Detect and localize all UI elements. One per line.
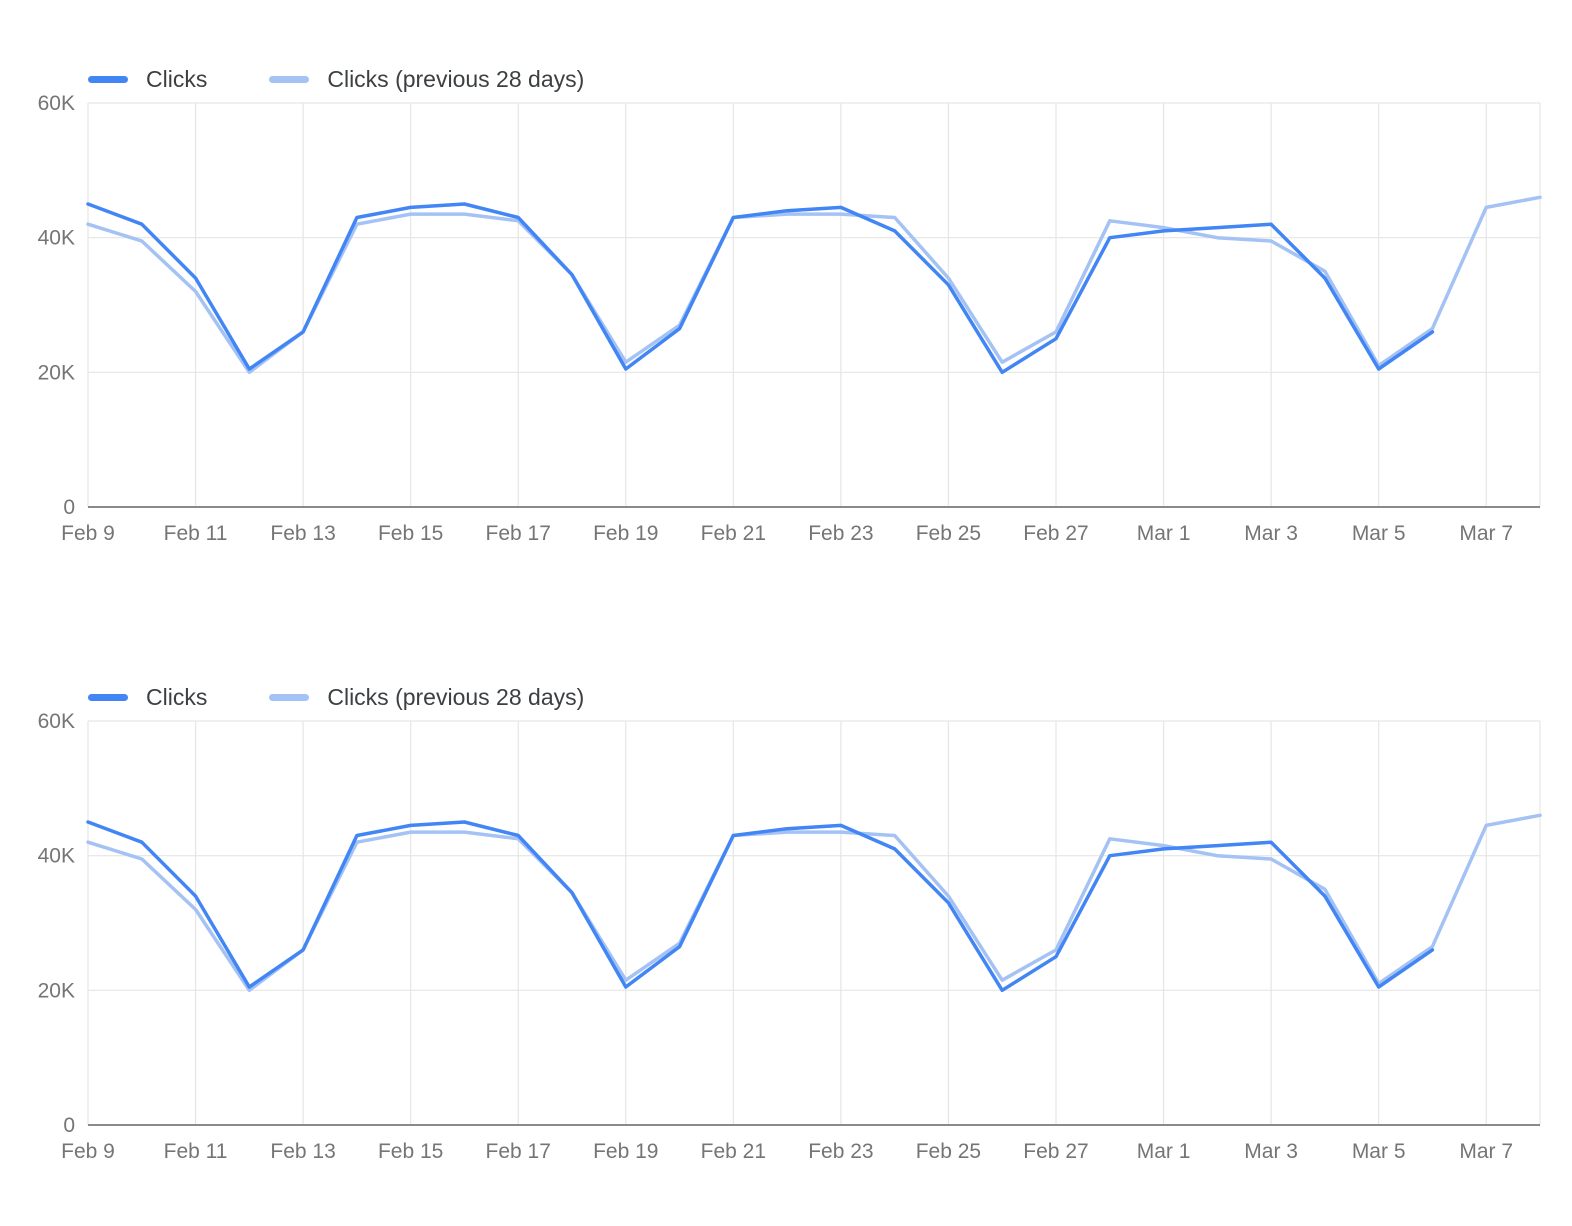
legend-label-clicks-previous: Clicks (previous 28 days) <box>327 66 585 92</box>
legend-label-clicks: Clicks <box>146 66 208 92</box>
y-tick-label: 0 <box>63 1114 75 1137</box>
x-tick-label: Feb 23 <box>808 1140 873 1163</box>
y-tick-label: 40K <box>38 227 75 250</box>
clicks-swatch <box>88 76 128 83</box>
x-tick-label: Feb 25 <box>916 522 981 545</box>
legend-item-clicks[interactable]: Clicks <box>88 66 207 93</box>
axis-labels: Feb 9 Feb 11 Feb 13 Feb 15 Feb 17 Feb 19 Feb 2… <box>38 710 1513 1163</box>
x-tick-label: Feb 19 <box>593 1140 658 1163</box>
gridlines <box>87 102 1541 507</box>
gridlines <box>87 720 1541 1125</box>
clicks-chart-bottom: Clicks Clicks (previous 28 days) Feb 9 Fe… <box>0 666 1572 1226</box>
x-tick-label: Mar 1 <box>1137 1140 1191 1163</box>
y-tick-label: 40K <box>38 845 75 868</box>
legend: Clicks Clicks (previous 28 days) <box>88 66 584 93</box>
x-tick-label: Mar 3 <box>1244 1140 1298 1163</box>
x-tick-label: Feb 25 <box>916 1140 981 1163</box>
clicks-line-chart: Feb 9 Feb 11 Feb 13 Feb 15 Feb 17 Feb 19 Feb 2… <box>38 92 1542 545</box>
y-tick-label: 0 <box>63 496 75 519</box>
x-tick-label: Feb 11 <box>164 1140 228 1163</box>
x-tick-label: Feb 17 <box>486 1140 551 1163</box>
series-line-clicks <box>86 202 1435 375</box>
y-tick-label: 20K <box>38 979 75 1002</box>
y-tick-label: 60K <box>38 92 75 115</box>
legend-item-clicks-previous[interactable]: Clicks (previous 28 days) <box>269 684 584 711</box>
x-tick-label: Feb 17 <box>486 522 551 545</box>
clicks-line-chart: Feb 9 Feb 11 Feb 13 Feb 15 Feb 17 Feb 19 Feb 2… <box>38 710 1542 1163</box>
x-tick-label: Mar 5 <box>1352 1140 1406 1163</box>
series-line-clicks-previous-28-days <box>86 195 1542 375</box>
x-tick-label: Feb 21 <box>701 1140 766 1163</box>
clicks-chart-top: Clicks Clicks (previous 28 days) Feb 9 Fe… <box>0 48 1572 608</box>
clicks-previous-swatch <box>269 694 310 701</box>
x-tick-label: Feb 9 <box>61 1140 115 1163</box>
legend: Clicks Clicks (previous 28 days) <box>88 684 584 711</box>
y-tick-label: 60K <box>38 710 75 733</box>
x-tick-label: Feb 21 <box>701 522 766 545</box>
legend-label-clicks-previous: Clicks (previous 28 days) <box>327 684 585 710</box>
x-tick-label: Mar 7 <box>1459 1140 1513 1163</box>
x-tick-label: Feb 9 <box>61 522 115 545</box>
x-tick-label: Mar 1 <box>1137 522 1191 545</box>
x-tick-label: Feb 13 <box>270 1140 335 1163</box>
x-tick-label: Mar 5 <box>1352 522 1406 545</box>
x-tick-label: Feb 15 <box>378 1140 443 1163</box>
x-tick-label: Feb 27 <box>1023 1140 1088 1163</box>
x-tick-label: Mar 7 <box>1459 522 1513 545</box>
legend-label-clicks: Clicks <box>146 684 208 710</box>
legend-item-clicks-previous[interactable]: Clicks (previous 28 days) <box>269 66 584 93</box>
axis-labels: Feb 9 Feb 11 Feb 13 Feb 15 Feb 17 Feb 19 Feb 2… <box>38 92 1513 545</box>
series-line-clicks-previous-28-days <box>86 813 1542 993</box>
x-tick-label: Feb 19 <box>593 522 658 545</box>
x-tick-label: Mar 3 <box>1244 522 1298 545</box>
x-tick-label: Feb 11 <box>164 522 228 545</box>
x-tick-label: Feb 13 <box>270 522 335 545</box>
y-tick-label: 20K <box>38 361 75 384</box>
legend-item-clicks[interactable]: Clicks <box>88 684 207 711</box>
series-line-clicks <box>86 820 1435 993</box>
x-tick-label: Feb 15 <box>378 522 443 545</box>
x-tick-label: Feb 27 <box>1023 522 1088 545</box>
x-tick-label: Feb 23 <box>808 522 873 545</box>
clicks-swatch <box>88 694 128 701</box>
clicks-previous-swatch <box>269 76 310 83</box>
